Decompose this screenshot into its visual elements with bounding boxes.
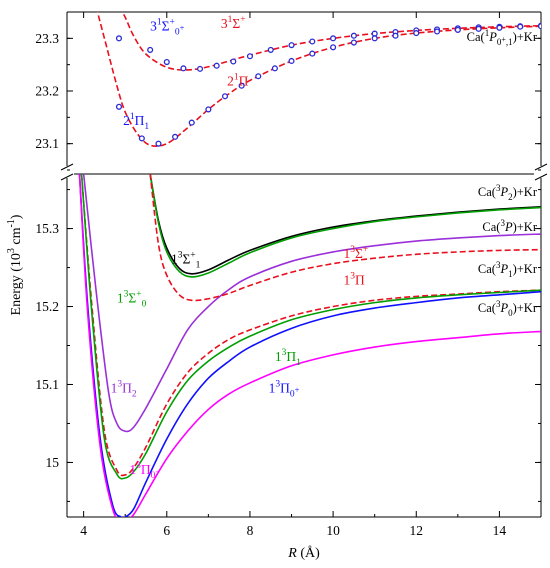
- y-axis-label: Energy (103 cm-1): [6, 214, 24, 315]
- series-line: [149, 174, 541, 302]
- series-6: [82, 174, 541, 433]
- curve-label-ann-1P: 13Π: [344, 272, 366, 288]
- data-point: [454, 26, 461, 33]
- axis-break-mark: [60, 173, 74, 181]
- series-3: [115, 23, 541, 147]
- curve-label-ann-1P0p: 13Π0+: [269, 379, 300, 399]
- y-tick-label: 23.3: [35, 31, 59, 46]
- y-tick-label: 15.3: [35, 221, 59, 236]
- data-point: [155, 140, 162, 147]
- curve-label-ann-3S: 31Σ+: [221, 15, 246, 31]
- asymptote-label-asy-3P2: Ca(3P2)+Kr: [478, 183, 538, 202]
- axis-break-mark: [534, 173, 548, 181]
- curve-label-ann-1P2: 13Π2: [111, 379, 137, 399]
- data-point: [197, 65, 204, 72]
- data-point: [371, 30, 378, 37]
- x-tick-label: 10: [326, 523, 340, 538]
- x-axis-label: R (Å): [287, 545, 320, 561]
- asymptote-label-asy-3P: Ca(3P)+Kr: [482, 218, 537, 234]
- data-point: [163, 58, 170, 66]
- x-tick-label: 8: [247, 523, 254, 538]
- data-point: [371, 35, 378, 42]
- data-point: [213, 62, 220, 69]
- data-point: [246, 53, 253, 60]
- series-line: [149, 174, 541, 275]
- curve-label-ann-3S0: 31Σ+0+: [150, 17, 184, 37]
- data-point: [115, 35, 123, 42]
- asymptote-label-asy-3P0: Ca(3P0)+Kr: [478, 299, 538, 318]
- series-4: [149, 174, 541, 275]
- data-point: [309, 38, 316, 45]
- data-point: [255, 73, 262, 80]
- data-point: [330, 35, 337, 42]
- x-tick-label: 6: [163, 523, 170, 538]
- data-point: [147, 46, 154, 53]
- axis-break-gap: [534, 166, 548, 178]
- y-tick-label: 15.2: [35, 299, 59, 314]
- series-1: [96, 12, 541, 148]
- curve-labels: 31Σ+0+ 31Σ+ 21Π1 21Π 13Σ+1 13Σ+0 13Σ+ 13Π 13Π1 13…: [111, 15, 538, 481]
- x-tick-label: 14: [493, 523, 507, 538]
- series-layer: [78, 12, 541, 517]
- data-point: [475, 25, 482, 32]
- series-line: [80, 174, 541, 477]
- series-11: [78, 174, 541, 517]
- data-point: [230, 58, 237, 65]
- data-point: [330, 44, 337, 51]
- y-tick-label: 23.1: [35, 136, 59, 151]
- curve-label-ann-1S: 13Σ+: [344, 245, 369, 261]
- series-5: [149, 174, 541, 278]
- data-point: [288, 57, 295, 65]
- y-tick-label: 23.2: [35, 84, 59, 99]
- x-tick-label: 4: [80, 523, 87, 538]
- data-point: [434, 28, 441, 35]
- data-point: [496, 24, 503, 31]
- curve-label-ann-1P0m: 13Π0−: [129, 461, 160, 481]
- data-point: [180, 65, 187, 72]
- data-point: [537, 23, 541, 30]
- data-point: [267, 46, 274, 53]
- series-line: [82, 174, 541, 433]
- data-point: [350, 39, 357, 46]
- series-line: [78, 174, 541, 517]
- x-tick-label: 12: [410, 523, 424, 538]
- axis-break-mark: [60, 163, 74, 171]
- data-point: [221, 93, 229, 100]
- series-line: [149, 174, 541, 278]
- data-point: [413, 30, 420, 37]
- data-point: [392, 32, 399, 39]
- y-tick-label: 15.1: [35, 377, 59, 392]
- y-tick-label: 15: [46, 455, 60, 470]
- data-point: [517, 23, 524, 30]
- series-line: [80, 174, 541, 480]
- series-10: [78, 174, 541, 517]
- curve-label-ann-1S1: 13Σ+1: [171, 251, 201, 271]
- data-point: [350, 32, 357, 39]
- data-point: [238, 82, 245, 89]
- data-point: [271, 65, 278, 72]
- curve-label-ann-1S0: 13Σ+0: [117, 290, 147, 310]
- data-point: [172, 133, 179, 140]
- data-point: [115, 103, 123, 110]
- data-point: [288, 42, 295, 49]
- asymptote-label-asy-1P: Ca(1P0+,1)+Kr: [467, 28, 538, 47]
- curve-label-ann-1P1: 13Π1: [275, 348, 301, 368]
- axis-break-gap: [60, 166, 74, 178]
- axis-break-mark: [534, 163, 548, 171]
- data-point: [205, 106, 212, 113]
- curve-label-ann-2P1: 21Π1: [123, 112, 149, 132]
- series-9: [80, 174, 541, 480]
- series-line: [96, 12, 541, 148]
- axis-text: 23.1 23.2 23.3 15 15.1 15.2 15.3 4 6 8 10 12 14 R (Å)…: [6, 31, 506, 561]
- series-7: [149, 174, 541, 302]
- data-point: [188, 119, 195, 126]
- series-8: [80, 174, 541, 477]
- asymptote-label-asy-3P1: Ca(3P1)+Kr: [478, 260, 538, 279]
- curve-label-ann-2P: 21Π: [227, 73, 249, 89]
- series-line: [78, 174, 541, 517]
- data-point: [309, 50, 316, 57]
- data-point: [138, 135, 145, 142]
- axes: [60, 11, 548, 518]
